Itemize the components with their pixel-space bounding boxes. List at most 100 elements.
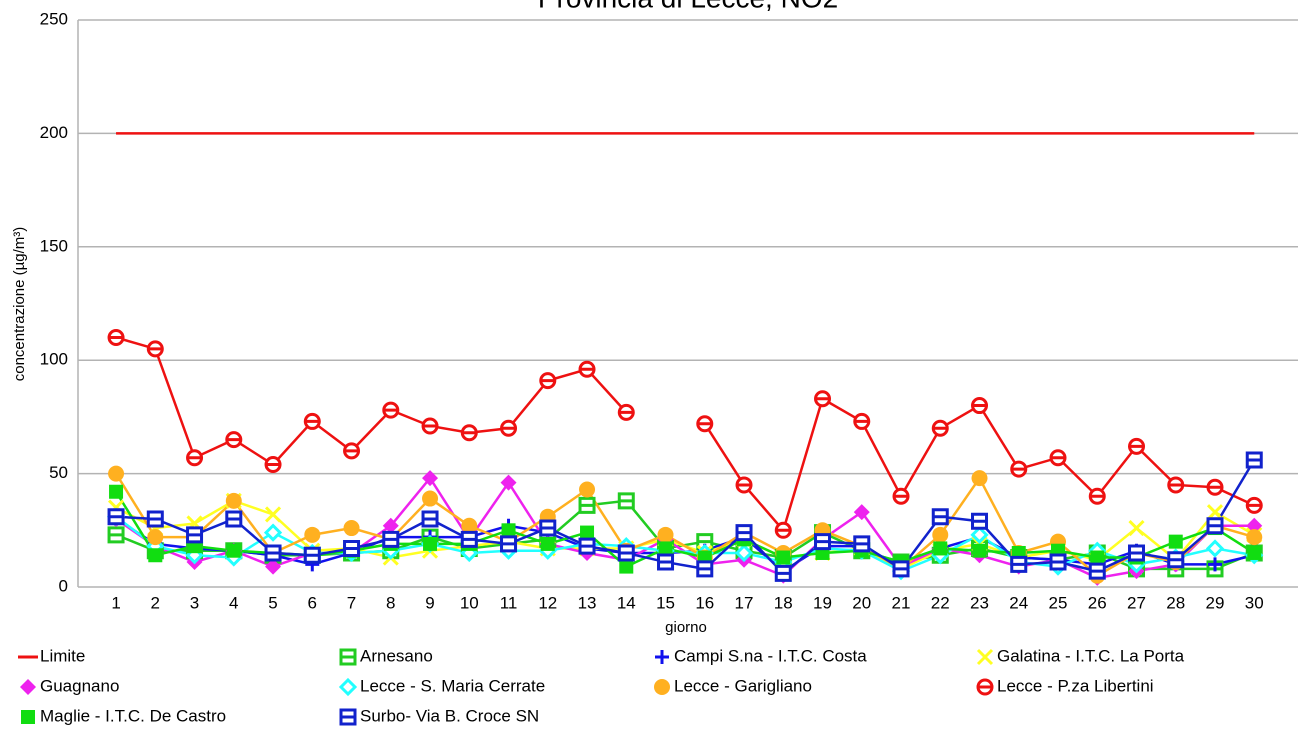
x-tick-label: 3 bbox=[190, 593, 199, 612]
marker bbox=[147, 529, 164, 546]
x-tick-label: 24 bbox=[1009, 593, 1028, 612]
legend-label: Limite bbox=[40, 646, 85, 665]
x-tick-label: 14 bbox=[617, 593, 636, 612]
marker bbox=[932, 526, 949, 543]
series-line bbox=[114, 472, 1255, 578]
marker bbox=[734, 543, 754, 563]
marker bbox=[617, 403, 635, 421]
marker bbox=[382, 401, 400, 419]
marker bbox=[460, 530, 478, 548]
marker bbox=[1206, 478, 1224, 496]
marker bbox=[148, 548, 163, 563]
x-tick-label: 17 bbox=[735, 593, 754, 612]
legend-label: Lecce - P.za Libertini bbox=[997, 676, 1154, 695]
marker bbox=[774, 564, 792, 582]
marker bbox=[972, 543, 987, 558]
x-tick-label: 18 bbox=[774, 593, 793, 612]
x-tick-label: 13 bbox=[578, 593, 597, 612]
marker bbox=[303, 546, 321, 564]
marker bbox=[814, 390, 832, 408]
marker bbox=[303, 412, 321, 430]
marker bbox=[186, 449, 204, 467]
marker bbox=[264, 506, 282, 523]
marker bbox=[735, 524, 753, 542]
legend-swatch bbox=[338, 677, 358, 697]
legend-label: Arnesano bbox=[360, 646, 433, 665]
marker bbox=[109, 484, 124, 499]
marker bbox=[422, 490, 439, 507]
marker bbox=[735, 476, 753, 494]
marker bbox=[931, 419, 949, 437]
y-tick-label: 50 bbox=[49, 463, 68, 482]
marker bbox=[539, 372, 557, 390]
y-tick-label: 0 bbox=[59, 576, 68, 595]
marker bbox=[108, 465, 125, 482]
marker bbox=[1049, 553, 1067, 571]
marker bbox=[423, 536, 438, 551]
marker bbox=[657, 526, 674, 543]
x-tick-label: 19 bbox=[813, 593, 832, 612]
marker bbox=[1049, 449, 1067, 467]
legend-item: Lecce - P.za Libertini bbox=[976, 676, 1154, 695]
marker bbox=[382, 517, 399, 534]
marker bbox=[343, 539, 361, 557]
legend-swatch bbox=[20, 679, 36, 695]
marker bbox=[1208, 557, 1222, 572]
marker bbox=[696, 533, 714, 551]
marker bbox=[931, 508, 949, 526]
marker bbox=[1010, 555, 1028, 573]
marker bbox=[107, 508, 125, 526]
marker bbox=[578, 537, 596, 555]
marker bbox=[1247, 545, 1262, 560]
marker bbox=[971, 512, 989, 530]
marker bbox=[696, 560, 714, 578]
marker bbox=[1205, 539, 1225, 558]
marker bbox=[696, 415, 714, 433]
marker bbox=[539, 519, 557, 537]
legend-swatch bbox=[976, 648, 994, 666]
legend-item: Arnesano bbox=[339, 646, 433, 666]
legend-label: Maglie - I.T.C. De Castro bbox=[40, 706, 226, 725]
y-tick-label: 250 bbox=[40, 9, 68, 28]
marker bbox=[971, 470, 988, 487]
marker bbox=[225, 492, 242, 509]
x-tick-label: 7 bbox=[347, 593, 356, 612]
marker bbox=[265, 558, 282, 575]
legend-label: Lecce - Garigliano bbox=[674, 676, 812, 695]
marker bbox=[1246, 517, 1263, 534]
marker bbox=[107, 329, 125, 347]
marker bbox=[1167, 551, 1185, 569]
marker bbox=[263, 523, 283, 542]
x-tick-label: 5 bbox=[268, 593, 277, 612]
marker bbox=[892, 560, 910, 578]
marker bbox=[619, 559, 634, 574]
marker bbox=[580, 525, 595, 540]
marker bbox=[970, 525, 989, 544]
x-tick-label: 1 bbox=[111, 593, 120, 612]
x-tick-label: 21 bbox=[892, 593, 911, 612]
y-axis-label: concentrazione (µg/m³) bbox=[11, 227, 28, 382]
marker bbox=[1246, 529, 1263, 546]
marker bbox=[1206, 504, 1224, 521]
legend-label: Lecce - S. Maria Cerrate bbox=[360, 676, 545, 695]
marker bbox=[501, 523, 516, 538]
y-tick-label: 100 bbox=[40, 350, 68, 369]
x-tick-label: 6 bbox=[308, 593, 317, 612]
x-tick-label: 25 bbox=[1049, 593, 1068, 612]
marker bbox=[1245, 451, 1263, 469]
marker bbox=[1167, 476, 1185, 494]
x-tick-label: 15 bbox=[656, 593, 675, 612]
marker bbox=[658, 541, 673, 556]
marker bbox=[971, 397, 989, 415]
marker bbox=[343, 520, 360, 537]
marker bbox=[421, 510, 439, 528]
legend-label: Galatina - I.T.C. La Porta bbox=[997, 646, 1185, 665]
x-tick-label: 22 bbox=[931, 593, 950, 612]
marker bbox=[814, 533, 832, 551]
legend-swatch bbox=[339, 648, 357, 666]
x-tick-label: 2 bbox=[151, 593, 160, 612]
legend-item: Surbo- Via B. Croce SN bbox=[339, 706, 539, 726]
marker bbox=[853, 504, 870, 521]
legend-item: Galatina - I.T.C. La Porta bbox=[976, 646, 1185, 666]
marker bbox=[578, 496, 596, 514]
